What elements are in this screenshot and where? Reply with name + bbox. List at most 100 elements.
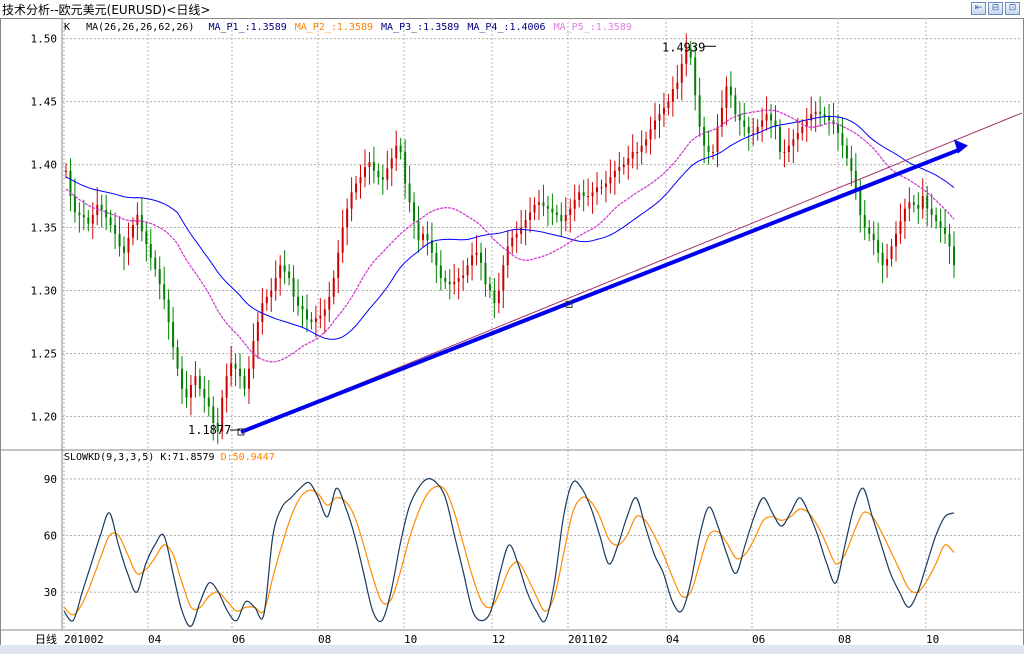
ma-pink-line <box>65 109 955 363</box>
candle-body <box>87 217 90 224</box>
candle-body <box>640 145 643 152</box>
y-tick-label: 90 <box>44 473 57 486</box>
candle-body <box>346 208 349 228</box>
candle-body <box>622 164 625 168</box>
legend-ma-item: MA_P3_:1.3589 <box>381 22 460 33</box>
candle-body <box>96 204 99 215</box>
candle-body <box>805 120 808 127</box>
x-tick-label: 08 <box>838 633 851 646</box>
candle-body <box>636 151 639 153</box>
candle-body <box>265 296 268 304</box>
candle-body <box>189 385 192 398</box>
candle-body <box>828 116 831 121</box>
candle-body <box>743 120 746 127</box>
candle-body <box>131 225 134 238</box>
candle-body <box>319 315 322 319</box>
candle-body <box>91 214 94 224</box>
candle-body <box>444 277 447 282</box>
candle-body <box>484 262 487 285</box>
candle-body <box>703 126 706 146</box>
candle-body <box>279 265 282 278</box>
legend-ma-item: MA_P2_:1.3589 <box>294 22 374 33</box>
candle-body <box>372 162 375 171</box>
candle-body <box>305 309 308 320</box>
ma-blue-line <box>65 115 955 340</box>
sub-legend: SLOWKD(9,3,3,5) K:71.8579 D:50.9447 <box>64 452 275 463</box>
candle-body <box>497 290 500 304</box>
y-tick-label: 1.25 <box>31 348 58 361</box>
candle-body <box>658 114 661 121</box>
candle-body <box>502 265 505 291</box>
x-tick-label: 201102 <box>568 633 608 646</box>
candle-body <box>462 275 465 278</box>
restore-icon[interactable]: ⇤ <box>971 2 986 15</box>
candle-body <box>198 376 201 389</box>
candle-body <box>395 145 398 159</box>
minimize-icon[interactable]: ⊟ <box>988 2 1003 15</box>
candle-body <box>221 397 224 432</box>
candle-body <box>404 151 407 184</box>
x-tick-label: 10 <box>926 633 939 646</box>
candle-body <box>123 246 126 253</box>
slowkd-name: SLOWKD(9,3,3,5) <box>64 452 155 463</box>
candle-body <box>810 114 813 121</box>
candle-body <box>82 214 85 218</box>
candle-body <box>676 82 679 89</box>
candle-body <box>145 231 148 244</box>
x-tick-label: 04 <box>666 633 680 646</box>
candle-body <box>314 318 317 323</box>
candle-body <box>774 120 777 127</box>
candle-body <box>355 183 358 193</box>
candle-body <box>765 114 768 121</box>
candle-body <box>734 95 737 115</box>
candle-body <box>359 177 362 184</box>
candle-body <box>363 167 366 178</box>
candle-body <box>261 303 264 323</box>
candle-body <box>381 177 384 180</box>
candle-body <box>712 151 715 153</box>
candle-body <box>181 368 184 389</box>
candle-body <box>479 252 482 263</box>
candle-body <box>792 139 795 146</box>
candle-body <box>390 158 393 169</box>
candle-body <box>707 145 710 152</box>
candle-body <box>185 388 188 398</box>
candle-body <box>408 183 411 203</box>
x-tick-label: 06 <box>232 633 245 646</box>
candle-body <box>689 48 692 58</box>
candle-body <box>667 101 670 108</box>
candle-body <box>515 233 518 238</box>
candle-body <box>247 368 250 389</box>
candle-body <box>283 265 286 272</box>
candle-body <box>377 170 380 178</box>
candle-body <box>399 145 402 152</box>
maximize-icon[interactable]: ⊡ <box>1005 2 1020 15</box>
candle-body <box>863 214 866 228</box>
candle-body <box>680 63 683 83</box>
candle-body <box>546 206 549 209</box>
y-tick-label: 60 <box>44 530 57 543</box>
candle-body <box>457 277 460 282</box>
window-title: 技术分析--欧元美元(EURUSD)<日线> <box>2 3 211 17</box>
candle-body <box>814 111 817 115</box>
candle-body <box>194 376 197 386</box>
candle-body <box>252 340 255 369</box>
slowkd-k-value: K:71.8579 <box>160 452 215 463</box>
candle-body <box>493 290 496 304</box>
candle-body <box>894 233 897 247</box>
candle-body <box>738 114 741 121</box>
candle-body <box>662 107 665 115</box>
candle-body <box>908 202 911 209</box>
legend-k: K <box>64 22 71 33</box>
candle-body <box>337 252 340 278</box>
slowkd-k-line <box>63 478 955 627</box>
candle-body <box>841 133 844 146</box>
candle-body <box>756 126 759 134</box>
x-tick-label: 201002 <box>64 633 104 646</box>
candle-body <box>216 422 219 432</box>
candle-body <box>417 221 420 241</box>
candle-body <box>341 227 344 253</box>
candle-body <box>645 139 648 146</box>
candle-body <box>649 129 652 140</box>
